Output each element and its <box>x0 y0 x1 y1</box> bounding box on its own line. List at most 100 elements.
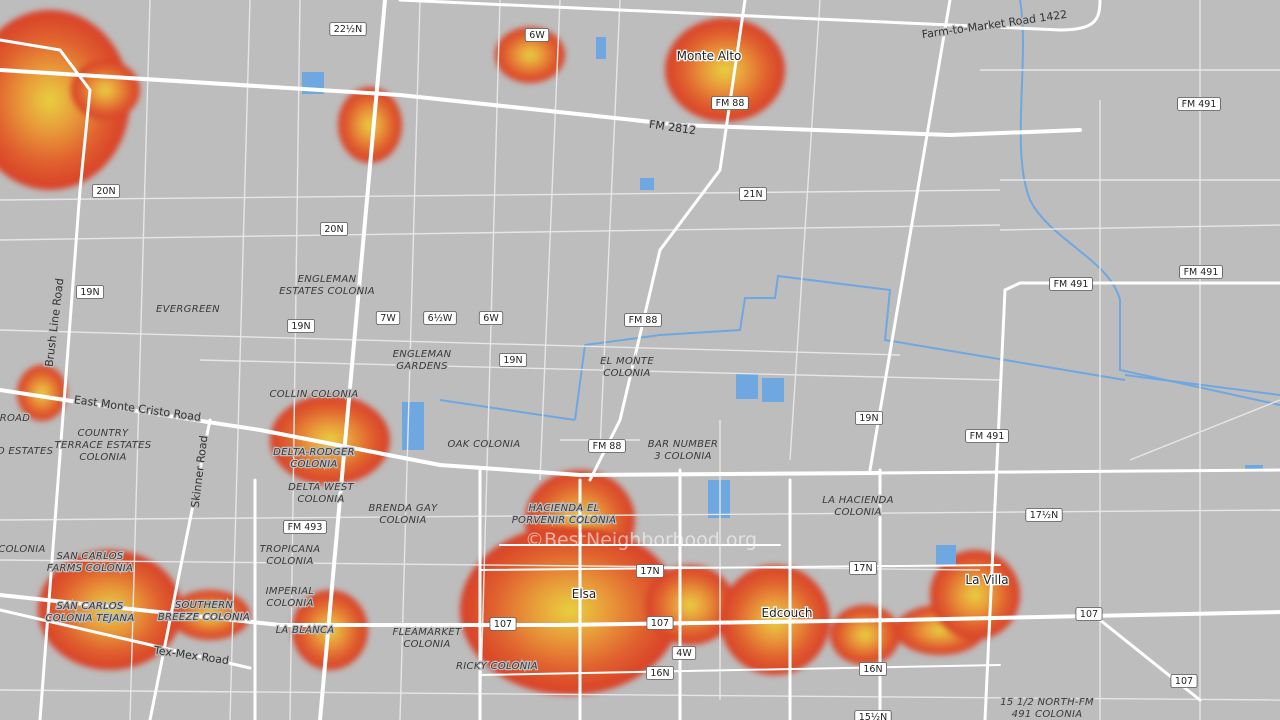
road-shield: FM 493 <box>283 520 327 534</box>
road-shield: 20N <box>319 222 349 236</box>
shield-label: 17N <box>640 566 659 577</box>
shield-box <box>91 184 121 198</box>
shield-box <box>858 662 888 676</box>
town-label: La Villa <box>965 573 1008 587</box>
shield-label: 4W <box>676 648 692 659</box>
shield-box <box>646 616 674 630</box>
shield-label: 22½N <box>334 24 362 35</box>
road-shield: 6W <box>524 28 550 42</box>
place-label: OAK COLONIA <box>447 439 520 450</box>
watermark: ©BestNeighborhood.org <box>525 529 757 551</box>
road-shield: 6W <box>478 311 504 325</box>
place-label: LA HACIENDA <box>822 495 894 506</box>
shield-box <box>738 187 768 201</box>
shield-box <box>854 710 892 720</box>
shield-box <box>624 313 662 327</box>
place-label: COLONIA <box>266 556 313 567</box>
place-label: COLONIA <box>266 598 313 609</box>
road-shield: 22½N <box>329 22 367 36</box>
shield-label: 19N <box>80 287 99 298</box>
road-shield: 20N <box>91 184 121 198</box>
place-label: 15 1/2 NORTH-FM <box>1000 697 1094 708</box>
shield-box <box>286 319 316 333</box>
road-shield: 17½N <box>1025 508 1063 522</box>
shield-label: 107 <box>1080 609 1098 620</box>
shield-box <box>329 22 367 36</box>
shield-box <box>375 311 401 325</box>
place-label: EVERGREEN <box>156 304 220 315</box>
road-shield: 7W <box>375 311 401 325</box>
place-label: FLEAMARKET <box>393 627 462 638</box>
place-label: COUNTRY <box>78 428 130 439</box>
place-label: 3 COLONIA <box>654 451 712 462</box>
shield-box <box>1177 97 1221 111</box>
road-shield: 107 <box>1075 607 1103 621</box>
shield-label: 19N <box>503 355 522 366</box>
place-label: COLONIA <box>834 507 881 518</box>
road-shield: 19N <box>854 411 884 425</box>
road-shield: 16N <box>858 662 888 676</box>
place-label: EL MONTE <box>600 356 654 367</box>
place-label: GARDENS <box>396 361 448 372</box>
place-label: PORVENIR COLONIA <box>512 515 617 526</box>
shield-box <box>283 520 327 534</box>
place-label: COLONIA <box>290 459 337 470</box>
place-label: ROAD <box>0 413 30 424</box>
shield-label: 6W <box>483 313 499 324</box>
shield-box <box>498 353 528 367</box>
road-shield: 4W <box>671 646 697 660</box>
road-shield: 17N <box>848 561 878 575</box>
shield-label: 16N <box>650 668 669 679</box>
place-label: BRENDA GAY <box>368 503 438 514</box>
shield-label: FM 491 <box>1054 279 1089 290</box>
place-label: COLONIA TEJANA <box>45 613 134 624</box>
place-label: COLONIA <box>403 639 450 650</box>
shield-label: FM 88 <box>593 441 622 452</box>
shield-box <box>645 666 675 680</box>
road-shield: FM 88 <box>711 96 749 110</box>
shield-label: 20N <box>96 186 115 197</box>
place-label: FARMS COLONIA <box>47 563 133 574</box>
shield-box <box>635 564 665 578</box>
place-label: HACIENDA EL <box>528 503 599 514</box>
shield-label: FM 88 <box>716 98 745 109</box>
shield-box <box>524 28 550 42</box>
shield-box <box>711 96 749 110</box>
shield-label: 107 <box>494 619 512 630</box>
place-label: COLONIA <box>79 452 126 463</box>
road-shield: 107 <box>646 616 674 630</box>
road-shield: 19N <box>75 285 105 299</box>
shield-box <box>965 429 1009 443</box>
shield-label: 16N <box>863 664 882 675</box>
labels: Monte Alto Elsa Edcouch La Villa EVERGREEN EN… <box>0 7 1223 720</box>
shield-label: 17½N <box>1030 510 1058 521</box>
shield-box <box>671 646 697 660</box>
shield-box <box>319 222 349 236</box>
road-shield: FM 491 <box>1049 277 1093 291</box>
canals <box>439 0 1280 421</box>
shield-box <box>854 411 884 425</box>
shield-label: FM 88 <box>629 315 658 326</box>
road-shield: 107 <box>489 617 517 631</box>
place-label: BREEZE COLONIA <box>158 612 250 623</box>
shield-box <box>848 561 878 575</box>
road-shield: 107 <box>1170 674 1198 688</box>
shield-box <box>478 311 504 325</box>
shield-label: 20N <box>324 224 343 235</box>
shield-label: 21N <box>743 189 762 200</box>
shield-box <box>1075 607 1103 621</box>
place-label: COLONIA <box>603 368 650 379</box>
place-label: LA BLANCA <box>276 625 335 636</box>
place-label: SOUTHERN <box>175 600 234 611</box>
road-shield: FM 491 <box>965 429 1009 443</box>
place-label: ENGLEMAN <box>298 274 357 285</box>
shield-label: FM 493 <box>288 522 323 533</box>
shield-label: 19N <box>291 321 310 332</box>
road-shield: 19N <box>498 353 528 367</box>
place-label: BAR NUMBER <box>648 439 718 450</box>
shield-box <box>1025 508 1063 522</box>
road-shield: FM 88 <box>588 439 626 453</box>
